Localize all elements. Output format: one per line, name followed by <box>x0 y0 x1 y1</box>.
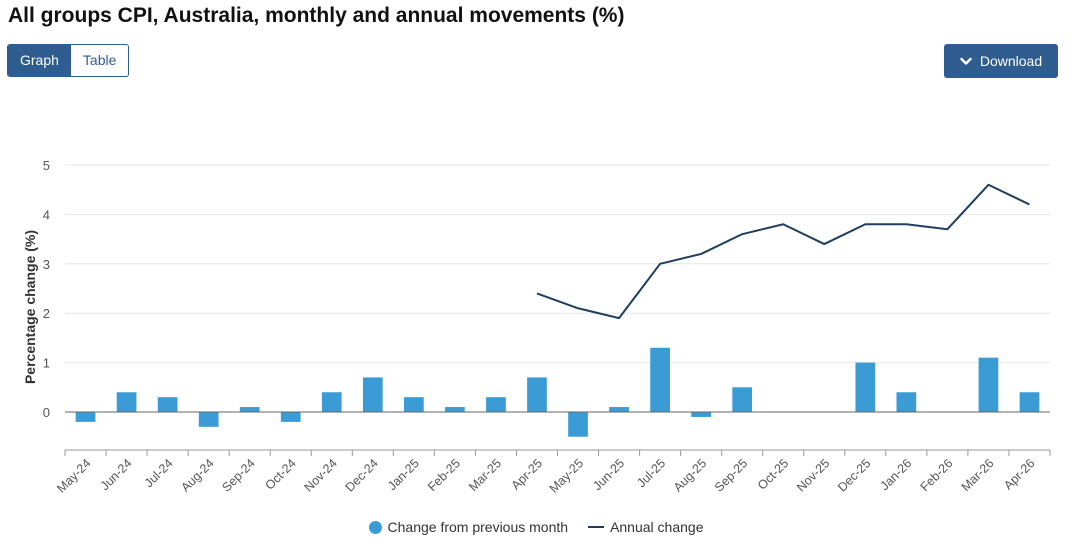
bar <box>75 412 96 422</box>
bar <box>157 397 178 412</box>
legend-label-monthly: Change from previous month <box>387 519 569 535</box>
x-tick-label: Sep-24 <box>219 456 257 494</box>
x-tick-label: Feb-25 <box>425 456 463 494</box>
chart-legend: Change from previous month Annual change <box>0 519 1072 535</box>
x-tick-label: Nov-25 <box>794 456 832 494</box>
bar-series <box>75 347 1040 437</box>
x-tick-label: Apr-26 <box>1001 456 1037 492</box>
y-tick-label: 0 <box>43 405 50 420</box>
chevron-down-icon <box>960 57 972 66</box>
x-tick-label: Jun-24 <box>98 456 135 493</box>
view-toggle: Graph Table <box>7 44 130 77</box>
y-axis-label: Percentage change (%) <box>22 230 38 384</box>
x-tick-label: Aug-25 <box>671 456 709 494</box>
grid-lines <box>65 164 1050 364</box>
bar <box>568 412 588 437</box>
bar <box>280 412 301 422</box>
x-tick-label: Jan-25 <box>385 456 422 493</box>
bar <box>732 387 753 412</box>
legend-line-swatch <box>588 526 605 528</box>
x-tick-label: Jul-24 <box>142 456 176 490</box>
x-tick-label: Sep-25 <box>712 456 750 494</box>
bar <box>445 407 465 412</box>
legend-label-annual: Annual change <box>610 519 704 535</box>
bar <box>404 397 424 412</box>
bar <box>486 397 506 412</box>
x-tick-label: Mar-25 <box>466 456 504 494</box>
bar <box>198 412 219 427</box>
x-tick-label: Dec-25 <box>835 456 873 494</box>
page-title: All groups CPI, Australia, monthly and a… <box>8 4 625 27</box>
legend-item-annual[interactable]: Annual change <box>588 519 703 535</box>
download-label: Download <box>979 53 1043 69</box>
x-tick-label: May-25 <box>547 456 586 495</box>
x-tick-label: Oct-25 <box>755 456 791 492</box>
tab-graph[interactable]: Graph <box>8 45 71 76</box>
y-tick-label: 4 <box>43 207 50 222</box>
y-tick-label: 1 <box>43 356 50 371</box>
line-series <box>536 183 1030 320</box>
legend-item-monthly[interactable]: Change from previous month <box>368 519 569 535</box>
tab-table[interactable]: Table <box>70 45 129 76</box>
y-tick-label: 2 <box>43 306 50 321</box>
x-tick-label: May-24 <box>54 456 93 495</box>
x-tick-label: Oct-24 <box>262 456 298 492</box>
download-button[interactable]: Download <box>944 44 1058 78</box>
y-tick-label: 3 <box>43 257 50 272</box>
x-tick-label: Jul-25 <box>634 456 668 490</box>
legend-bar-swatch <box>368 520 382 534</box>
x-tick-label: Dec-24 <box>343 456 381 494</box>
x-tick-label: Mar-26 <box>959 456 997 494</box>
bar <box>978 357 999 412</box>
bar <box>650 347 670 412</box>
bar <box>609 407 629 412</box>
bar <box>1019 392 1040 412</box>
bar <box>362 377 383 412</box>
bar <box>691 412 711 417</box>
x-tick-label: Aug-24 <box>178 456 216 494</box>
annual-change-line <box>536 183 1030 320</box>
x-tick-label: Apr-25 <box>509 456 545 492</box>
x-tick-label: Nov-24 <box>301 456 339 494</box>
bar <box>855 362 876 412</box>
bar <box>239 407 260 412</box>
y-tick-label: 5 <box>43 158 50 173</box>
x-tick-label: Jun-25 <box>590 456 627 493</box>
x-tick-label: Jan-26 <box>878 456 915 493</box>
bar <box>527 377 547 412</box>
bar <box>321 392 342 412</box>
bar <box>116 392 137 412</box>
bar <box>896 392 917 412</box>
x-tick-label: Feb-26 <box>918 456 956 494</box>
